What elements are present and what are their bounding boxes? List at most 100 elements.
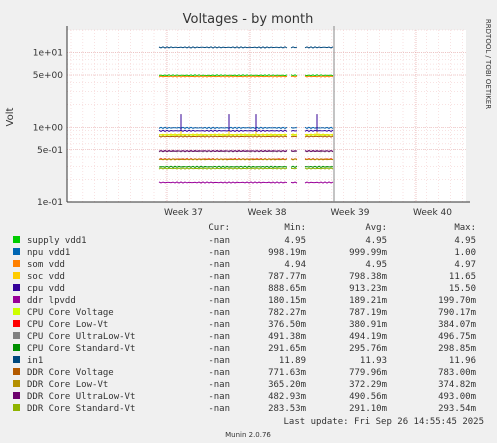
rrdtool-side-label: RRDTOOL / TOBI OETIKER [484, 19, 492, 109]
legend-avg-value: 779.96m [349, 368, 387, 378]
series-line [290, 149, 298, 153]
legend-swatch [13, 332, 20, 339]
y-tick-label: 5e-01 [37, 146, 63, 156]
legend-swatch [13, 248, 20, 255]
series-line [304, 167, 334, 170]
y-axis-label: Volt [5, 107, 16, 126]
legend-header-cur: Cur: [208, 223, 230, 233]
legend-max-value: 790.17m [438, 308, 476, 318]
legend-avg-value: 999.99m [349, 248, 387, 258]
legend-max-value: 15.50 [449, 284, 476, 294]
series-line [158, 135, 288, 138]
legend-cur-value: -nan [208, 332, 230, 342]
series-line [158, 129, 288, 132]
munin-version-footer: Munin 2.0.76 [225, 431, 271, 439]
last-update-text: Last update: Fri Sep 26 14:55:45 2025 [284, 417, 484, 427]
y-tick-label: 5e+00 [33, 71, 64, 81]
legend-series-name: DDR Core Low-Vt [27, 380, 108, 390]
series-line [158, 75, 288, 78]
legend-min-value: 482.93m [268, 392, 306, 402]
legend-series-name: CPU Core UltraLow-Vt [27, 332, 135, 342]
legend-cur-value: -nan [208, 284, 230, 294]
series-line [290, 165, 298, 168]
legend-max-value: 783.00m [438, 368, 476, 378]
series-line [304, 158, 334, 161]
legend-series-name: supply vdd1 [27, 236, 87, 246]
legend-swatch [13, 272, 20, 279]
legend-cur-value: -nan [208, 356, 230, 366]
legend-swatch [13, 284, 20, 291]
legend-swatch [13, 380, 20, 387]
legend-cur-value: -nan [208, 248, 230, 258]
legend-header-avg: Avg: [365, 223, 387, 233]
series-line [291, 135, 298, 138]
series-line [290, 167, 298, 170]
legend-swatch [13, 344, 20, 351]
series-line [158, 126, 288, 130]
legend-series-name: som vdd [27, 260, 65, 270]
legend-max-value: 11.96 [449, 356, 476, 366]
legend-swatch [13, 392, 20, 399]
x-tick-label: Week 38 [248, 208, 287, 218]
series-line [158, 133, 288, 137]
legend-max-value: 1.00 [454, 248, 476, 258]
legend-avg-value: 380.91m [349, 320, 387, 330]
legend-avg-value: 494.19m [349, 332, 387, 342]
legend-cur-value: -nan [208, 368, 230, 378]
legend-avg-value: 4.95 [365, 260, 387, 270]
legend-min-value: 998.19m [268, 248, 306, 258]
legend-min-value: 888.65m [268, 284, 306, 294]
legend-series-name: CPU Core Voltage [27, 308, 114, 318]
x-tick-label: Week 40 [413, 208, 452, 218]
legend-cur-value: -nan [208, 320, 230, 330]
legend-min-value: 11.89 [279, 356, 306, 366]
legend-series-name: in1 [27, 356, 43, 366]
legend-max-value: 384.07m [438, 320, 476, 330]
y-tick-label: 1e+00 [33, 123, 64, 133]
legend-swatch [13, 296, 20, 303]
legend-swatch [13, 236, 20, 243]
legend-cur-value: -nan [208, 308, 230, 318]
legend-min-value: 365.20m [268, 380, 306, 390]
y-tick-label: 1e-01 [37, 198, 63, 208]
series-line [158, 181, 288, 184]
legend-series-name: CPU Core Low-Vt [27, 320, 108, 330]
legend-min-value: 283.53m [268, 404, 306, 414]
legend-max-value: 11.65 [449, 272, 476, 282]
legend-header-max: Max: [454, 223, 476, 233]
legend-swatch [13, 308, 20, 315]
series-line [304, 181, 334, 184]
legend-min-value: 771.63m [268, 368, 306, 378]
series-line [158, 158, 288, 161]
legend-max-value: 4.95 [454, 236, 476, 246]
legend-min-value: 376.50m [268, 320, 306, 330]
x-tick-label: Week 39 [331, 208, 370, 218]
chart-title: Voltages - by month [183, 12, 314, 27]
legend-min-value: 180.15m [268, 296, 306, 306]
series-line [290, 75, 298, 78]
legend-series-name: ddr lpvdd [27, 296, 76, 306]
series-line [304, 126, 334, 129]
series-line [305, 133, 334, 137]
legend-avg-value: 11.93 [360, 356, 387, 366]
series-line [158, 46, 288, 49]
legend-swatch [13, 320, 20, 327]
legend-series-name: cpu vdd [27, 284, 65, 294]
tick-labels: 1e+01 5e+00 1e+00 5e-01 1e-01 Week 37 Week 38 W… [33, 49, 453, 218]
series-line [304, 46, 334, 49]
legend-swatch [13, 356, 20, 363]
series-lines [158, 46, 334, 184]
legend-series-name: DDR Core Voltage [27, 368, 114, 378]
legend-max-value: 496.75m [438, 332, 476, 342]
legend-min-value: 787.77m [268, 272, 306, 282]
legend-table: Cur: Min: Avg: Max: supply vdd1 -nan 4.95 4.95 4… [13, 223, 484, 427]
legend-max-value: 293.54m [438, 404, 476, 414]
legend-series-name: soc vdd [27, 272, 65, 282]
legend-cur-value: -nan [208, 260, 230, 270]
series-line [158, 165, 288, 168]
series-line [158, 149, 288, 153]
x-tick-label: Week 37 [164, 208, 203, 218]
series-line [290, 127, 297, 129]
y-tick-label: 1e+01 [33, 49, 63, 59]
